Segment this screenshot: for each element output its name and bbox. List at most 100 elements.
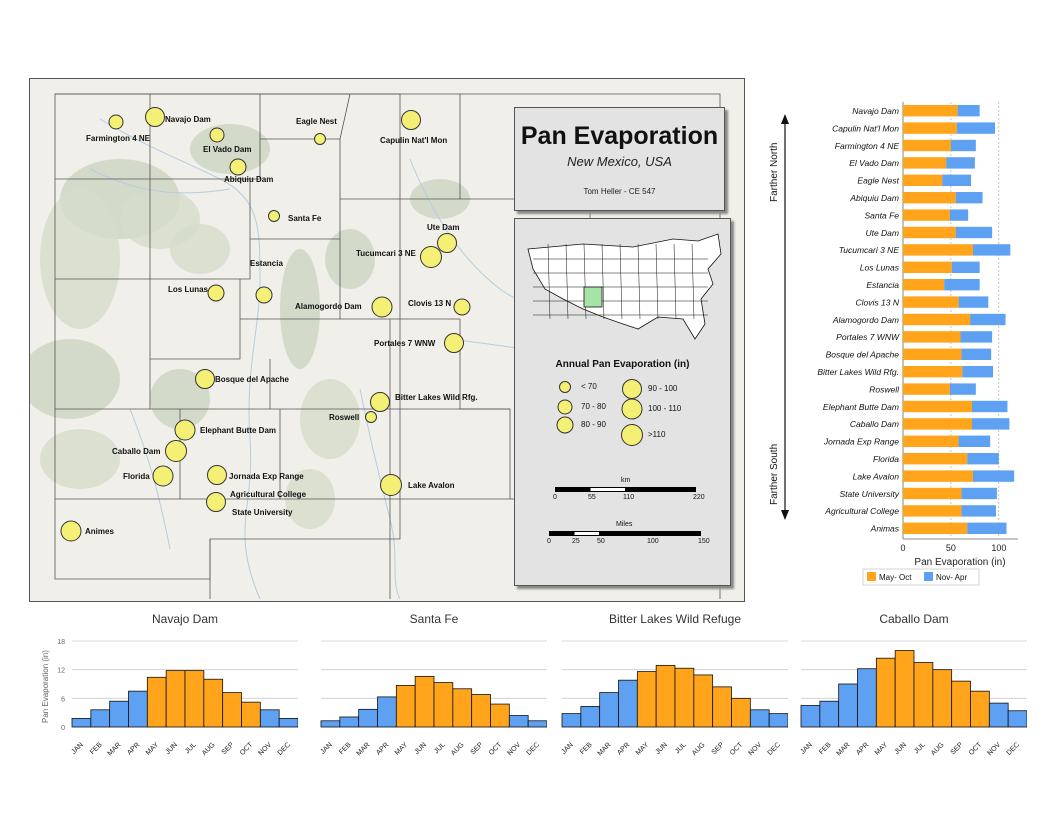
station-label-capulin-nat-l-mon: Capulin Nat'l Mon bbox=[380, 136, 448, 145]
terrain-shading bbox=[170, 224, 230, 274]
month-bar-mar bbox=[109, 700, 129, 728]
month-label: MAR bbox=[836, 741, 852, 757]
bar-nov-apr-elephant-butte-dam bbox=[972, 400, 1008, 413]
station-marker-roswell[interactable] bbox=[365, 411, 377, 423]
station-marker-ute-dam[interactable] bbox=[437, 233, 457, 253]
station-marker-elephant-butte-dam[interactable] bbox=[174, 419, 196, 441]
bar-nov-apr-lake-avalon bbox=[972, 470, 1015, 482]
month-label: JUN bbox=[654, 741, 669, 756]
month-bar-jul bbox=[184, 670, 205, 728]
month-label: OCT bbox=[729, 741, 745, 757]
station-marker-estancia[interactable] bbox=[255, 286, 273, 304]
month-bar-aug bbox=[932, 669, 953, 728]
station-marker-abiquiu-dam[interactable] bbox=[229, 158, 247, 176]
legend-class-label: 90 - 100 bbox=[648, 384, 678, 393]
month-bar-oct bbox=[241, 701, 261, 728]
month-label: APR bbox=[616, 741, 631, 756]
station-marker-clovis-13-n[interactable] bbox=[453, 298, 471, 316]
month-label: JAN bbox=[561, 741, 575, 755]
station-marker-jornada-exp-range[interactable] bbox=[207, 465, 227, 485]
county-boundary bbox=[150, 94, 261, 180]
station-marker-navajo-dam[interactable] bbox=[145, 107, 165, 127]
month-label: SEP bbox=[221, 741, 236, 756]
station-marker-santa-fe[interactable] bbox=[268, 210, 280, 222]
category-label: Lake Avalon bbox=[853, 471, 900, 481]
station-marker-portales-7-wnw[interactable] bbox=[444, 333, 464, 353]
category-label: Ute Dam bbox=[865, 228, 899, 238]
terrain-shading bbox=[40, 429, 120, 489]
month-label: OCT bbox=[239, 741, 255, 757]
month-label: MAY bbox=[145, 741, 161, 757]
legend-label-nov-apr: Nov- Apr bbox=[936, 573, 967, 582]
station-marker-farmington-4-ne[interactable] bbox=[108, 114, 124, 130]
bar-may-oct-bitter-lakes-wild-rfg bbox=[903, 366, 963, 378]
chart-title: Santa Fe bbox=[410, 612, 459, 626]
station-marker-los-lunas[interactable] bbox=[207, 284, 225, 302]
station-marker-tucumcari-3-ne[interactable] bbox=[420, 246, 442, 268]
month-bar-jun bbox=[165, 670, 186, 728]
us-outline bbox=[527, 233, 722, 340]
bar-may-oct-animas bbox=[903, 522, 968, 534]
station-marker-bitter-lakes-wild-rfg[interactable] bbox=[370, 392, 390, 412]
month-bar-sep bbox=[951, 680, 971, 728]
month-label: JUL bbox=[674, 741, 688, 755]
chart-legend bbox=[862, 568, 980, 586]
farther-south-label: Farther South bbox=[769, 444, 780, 505]
month-bar-mar bbox=[838, 683, 858, 728]
bar-nov-apr-caballo-dam bbox=[972, 418, 1010, 430]
month-label: SEP bbox=[711, 741, 726, 756]
month-bar-may bbox=[146, 676, 167, 728]
station-label-abiquiu-dam: Abiquiu Dam bbox=[224, 175, 274, 184]
month-label: JUL bbox=[433, 741, 447, 755]
month-bar-may bbox=[395, 685, 416, 728]
station-label-estancia: Estancia bbox=[250, 259, 283, 268]
map-title: Pan Evaporation bbox=[520, 122, 719, 150]
bar-may-oct-caballo-dam bbox=[903, 418, 972, 430]
category-label: Bosque del Apache bbox=[826, 350, 900, 360]
station-marker-eagle-nest[interactable] bbox=[314, 133, 326, 145]
x-tick-label: 100 bbox=[991, 543, 1006, 553]
bar-nov-apr-jornada-exp-range bbox=[958, 435, 991, 447]
bar-nov-apr-portales-7-wnw bbox=[960, 331, 993, 343]
scale-tick: 220 bbox=[693, 494, 705, 501]
legend-symbol bbox=[621, 398, 643, 420]
station-marker-florida[interactable] bbox=[152, 465, 174, 487]
category-label: Santa Fe bbox=[865, 210, 900, 220]
bar-nov-apr-florida bbox=[967, 453, 999, 465]
legend-class-label: 70 - 80 bbox=[581, 402, 606, 411]
month-bar-dec bbox=[278, 718, 298, 728]
month-bar-nov bbox=[749, 709, 770, 728]
terrain-shading bbox=[325, 229, 375, 289]
station-marker-agricultural-college[interactable] bbox=[206, 492, 226, 512]
bar-nov-apr-navajo-dam bbox=[957, 105, 980, 117]
category-label: Tucumcari 3 NE bbox=[839, 245, 900, 255]
month-bar-jan bbox=[800, 705, 821, 728]
bar-may-oct-alamogordo-dam bbox=[903, 313, 971, 326]
station-marker-alamogordo-dam[interactable] bbox=[371, 296, 393, 318]
category-label: Roswell bbox=[869, 384, 900, 394]
month-label: NOV bbox=[257, 741, 273, 757]
bar-may-oct-roswell bbox=[903, 383, 950, 395]
x-tick-label: 0 bbox=[900, 543, 905, 553]
bar-nov-apr-santa-fe bbox=[949, 209, 969, 221]
legend-class-label: >110 bbox=[648, 430, 666, 439]
station-marker-caballo-dam[interactable] bbox=[165, 440, 187, 462]
scale-tick: 100 bbox=[647, 538, 659, 545]
month-label: AUG bbox=[930, 741, 946, 757]
terrain-shading bbox=[40, 189, 120, 329]
river bbox=[99, 118, 261, 600]
station-marker-lake-avalon[interactable] bbox=[380, 474, 402, 496]
station-marker-el-vado-dam[interactable] bbox=[209, 127, 225, 143]
month-label: JUN bbox=[413, 741, 428, 756]
bar-nov-apr-los-lunas bbox=[951, 261, 980, 273]
station-marker-animes[interactable] bbox=[60, 520, 82, 542]
legend-swatch-may-oct bbox=[867, 572, 876, 581]
monthly-chart-navajo-dam: Navajo Dam 0 6 12 18 Pan Evaporation (in) JAN F… bbox=[42, 612, 298, 757]
arrow-head-down bbox=[781, 510, 789, 520]
state-line bbox=[691, 243, 695, 320]
station-marker-bosque-del-apache[interactable] bbox=[195, 369, 215, 389]
station-marker-capulin-nat-l-mon[interactable] bbox=[401, 110, 421, 130]
state-line bbox=[673, 243, 677, 320]
bar-nov-apr-el-vado-dam bbox=[946, 157, 975, 169]
bar-may-oct-portales-7-wnw bbox=[903, 331, 961, 343]
